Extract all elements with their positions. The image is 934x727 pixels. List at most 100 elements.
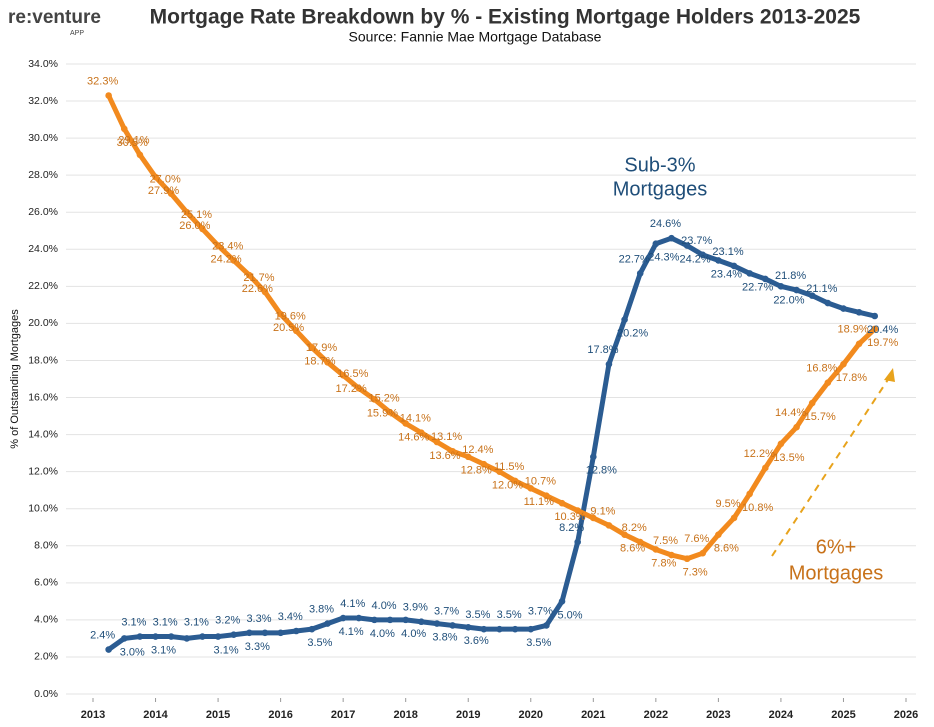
data-label: 23.7% <box>681 235 712 247</box>
data-label: 8.6% <box>714 543 739 555</box>
data-label: 26.0% <box>179 220 210 232</box>
point <box>746 270 753 277</box>
data-label: 4.0% <box>372 600 397 612</box>
data-label: 8.2% <box>622 522 647 534</box>
point <box>371 396 378 403</box>
point <box>715 531 722 538</box>
point <box>246 271 253 279</box>
point <box>449 447 456 455</box>
point <box>574 538 581 546</box>
x-tick-label: 2024 <box>769 709 794 721</box>
trend-arrow <box>771 371 894 557</box>
point <box>543 622 550 629</box>
data-label: 3.2% <box>215 615 240 627</box>
data-label: 7.6% <box>684 533 709 545</box>
point <box>621 316 628 324</box>
point <box>590 453 597 461</box>
point <box>824 379 832 387</box>
data-label: 3.1% <box>151 644 176 656</box>
y-tick-label: 2.0% <box>34 651 58 663</box>
data-label: 13.6% <box>429 450 460 462</box>
y-tick-label: 12.0% <box>28 465 58 477</box>
point <box>308 344 316 351</box>
data-label: 3.7% <box>528 605 553 617</box>
data-label: 4.0% <box>401 628 426 640</box>
point <box>683 555 691 563</box>
point <box>730 262 738 270</box>
data-label: 4.1% <box>339 626 364 638</box>
y-tick-label: 32.0% <box>28 95 58 107</box>
data-label: 12.8% <box>461 465 492 477</box>
annotation: Mortgages <box>613 178 708 200</box>
point <box>183 635 191 642</box>
x-tick-label: 2013 <box>81 709 105 721</box>
point <box>777 440 785 448</box>
data-label: 24.6% <box>650 218 681 230</box>
data-label: 22.7% <box>742 281 773 293</box>
data-label: 7.3% <box>683 567 708 579</box>
point <box>449 622 456 629</box>
point <box>793 286 800 294</box>
point <box>636 270 644 277</box>
point <box>855 308 863 316</box>
data-label: 15.7% <box>805 411 836 423</box>
data-label: 30.5% <box>117 137 148 149</box>
y-tick-label: 34.0% <box>28 58 58 70</box>
annotation: Mortgages <box>789 562 884 584</box>
point <box>574 507 581 514</box>
point <box>355 384 363 392</box>
data-label: 3.3% <box>245 641 270 653</box>
data-label: 15.9% <box>367 407 398 419</box>
point <box>402 420 409 427</box>
x-tick-label: 2018 <box>393 709 417 721</box>
labels: 2.4% 3.0% 3.1% 3.1% 3.1% 3.1% 3.1% 3.2% 3.3% 3.3%… <box>87 75 899 658</box>
data-label: 18.9% <box>837 324 868 336</box>
point <box>527 625 535 633</box>
data-label: 19.6% <box>275 311 306 323</box>
point <box>511 625 519 633</box>
y-tick-label: 18.0% <box>28 354 58 366</box>
point <box>246 629 253 637</box>
x-tick-label: 2016 <box>268 709 292 721</box>
data-label: 7.8% <box>651 557 676 569</box>
point <box>214 633 222 640</box>
point <box>324 620 331 627</box>
x-tick-label: 2021 <box>581 709 605 721</box>
data-label: 14.4% <box>775 407 806 419</box>
data-label: 29.1% <box>118 135 149 147</box>
point <box>590 514 597 522</box>
point <box>339 371 347 379</box>
y-tick-label: 24.0% <box>28 243 58 255</box>
chart-subtitle: Source: Fannie Mae Mortgage Database <box>349 29 602 45</box>
point <box>761 464 769 472</box>
point <box>683 242 691 249</box>
point <box>871 312 879 320</box>
data-label: 3.4% <box>278 611 303 623</box>
data-label: 21.8% <box>775 270 806 282</box>
data-label: 12.4% <box>462 444 493 456</box>
y-tick-label: 28.0% <box>28 169 58 181</box>
point <box>464 453 472 461</box>
point <box>652 546 660 553</box>
data-label: 12.2% <box>744 448 775 460</box>
data-label: 15.2% <box>368 392 399 404</box>
point <box>152 173 159 181</box>
data-label: 13.1% <box>431 431 462 443</box>
data-label: 3.7% <box>434 605 459 617</box>
data-label: 3.5% <box>526 637 551 649</box>
point <box>543 492 550 500</box>
data-label: 7.5% <box>653 535 678 547</box>
data-label: 22.6% <box>242 283 273 295</box>
point <box>136 151 144 159</box>
data-label: 11.1% <box>524 496 555 508</box>
chart-title: Mortgage Rate Breakdown by % - Existing … <box>150 6 861 29</box>
data-label: 10.8% <box>742 502 773 514</box>
x-tick-label: 2015 <box>206 709 230 721</box>
point <box>808 292 816 299</box>
data-label: 3.1% <box>121 616 146 628</box>
point <box>230 257 238 264</box>
data-label: 24.2% <box>680 253 711 265</box>
data-label: 3.0% <box>120 646 145 658</box>
data-label: 17.8% <box>587 344 618 356</box>
point <box>105 92 112 99</box>
